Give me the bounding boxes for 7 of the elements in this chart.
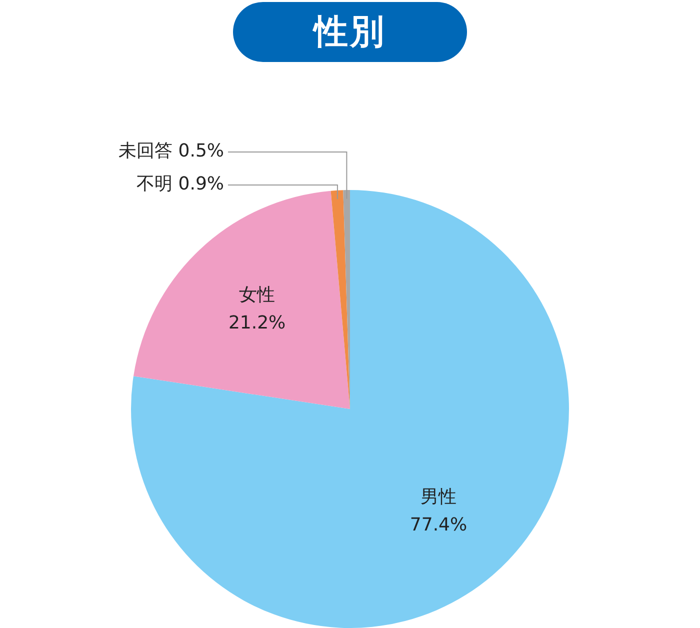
slice-label: 男性 (420, 486, 457, 508)
data-label: 21.2% (228, 312, 286, 334)
data-label: 77.4% (410, 514, 468, 536)
chart-title: 性別 (233, 2, 467, 62)
slice-label: 不明 0.9% (136, 174, 224, 195)
slice-label: 未回答 0.5% (118, 140, 224, 162)
slice-label: 女性 (239, 284, 276, 306)
